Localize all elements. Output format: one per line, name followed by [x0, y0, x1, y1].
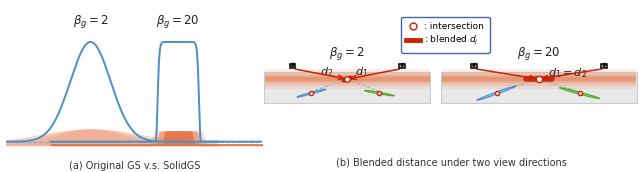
FancyBboxPatch shape	[291, 62, 294, 64]
Circle shape	[603, 64, 605, 67]
FancyBboxPatch shape	[442, 75, 636, 83]
FancyBboxPatch shape	[442, 73, 636, 85]
FancyBboxPatch shape	[440, 72, 637, 103]
Circle shape	[401, 64, 403, 67]
Text: $\beta_g = 20$: $\beta_g = 20$	[517, 45, 561, 62]
Text: (b) Blended distance under two view directions: (b) Blended distance under two view dire…	[336, 158, 566, 168]
Text: $\beta_g = 20$: $\beta_g = 20$	[157, 13, 200, 30]
Legend: : intersection, : blended $d_j$: : intersection, : blended $d_j$	[401, 17, 490, 53]
FancyBboxPatch shape	[266, 75, 430, 83]
FancyBboxPatch shape	[602, 64, 607, 67]
FancyBboxPatch shape	[442, 77, 636, 81]
Ellipse shape	[297, 89, 326, 97]
Text: $\beta_g = 2$: $\beta_g = 2$	[330, 45, 365, 62]
FancyBboxPatch shape	[266, 77, 430, 81]
Circle shape	[291, 64, 294, 67]
Text: (a) Original GS v.s. SolidGS: (a) Original GS v.s. SolidGS	[68, 161, 200, 171]
FancyBboxPatch shape	[401, 62, 403, 64]
FancyBboxPatch shape	[603, 62, 605, 64]
Text: $d_2$: $d_2$	[320, 65, 333, 79]
FancyBboxPatch shape	[442, 69, 636, 89]
Ellipse shape	[559, 88, 600, 99]
FancyBboxPatch shape	[264, 72, 431, 103]
FancyBboxPatch shape	[266, 73, 430, 85]
Ellipse shape	[365, 90, 394, 96]
FancyBboxPatch shape	[266, 69, 430, 89]
FancyBboxPatch shape	[290, 64, 296, 67]
Text: $d_1 = d_2$: $d_1 = d_2$	[548, 66, 588, 79]
Text: $\beta_g = 2$: $\beta_g = 2$	[72, 13, 108, 30]
Text: $d_1$: $d_1$	[355, 65, 368, 79]
FancyBboxPatch shape	[471, 64, 477, 67]
FancyBboxPatch shape	[399, 64, 405, 67]
Circle shape	[472, 64, 475, 67]
FancyBboxPatch shape	[472, 62, 475, 64]
Ellipse shape	[477, 86, 516, 100]
